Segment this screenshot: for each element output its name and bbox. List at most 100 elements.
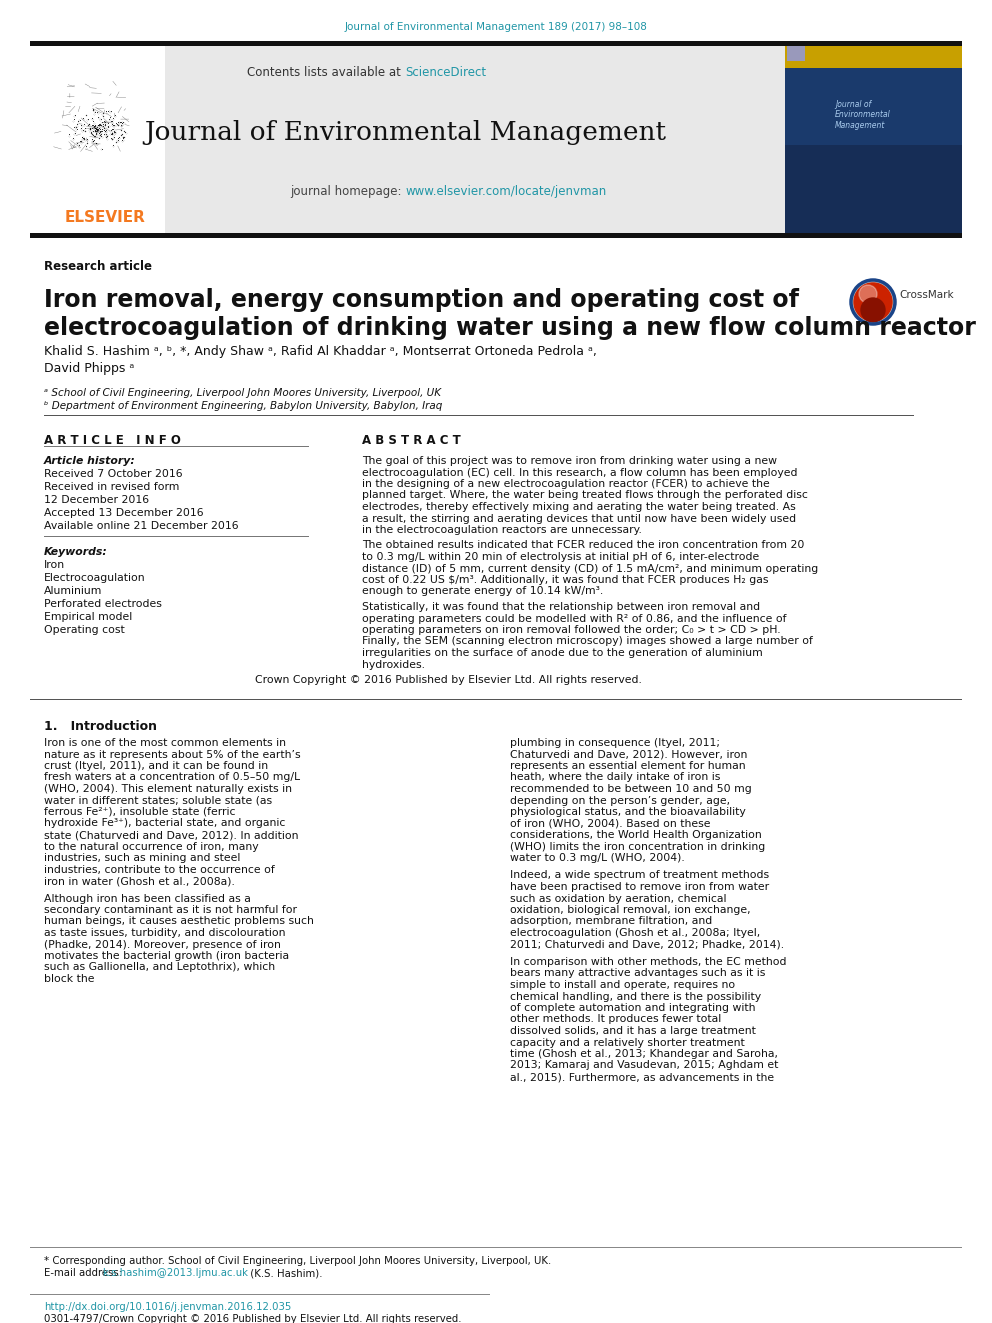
Text: cost of 0.22 US $/m³. Additionally, it was found that FCER produces H₂ gas: cost of 0.22 US $/m³. Additionally, it w… xyxy=(362,576,769,585)
Text: http://dx.doi.org/10.1016/j.jenvman.2016.12.035: http://dx.doi.org/10.1016/j.jenvman.2016… xyxy=(44,1302,292,1312)
Text: to 0.3 mg/L within 20 min of electrolysis at initial pH of 6, inter-electrode: to 0.3 mg/L within 20 min of electrolysi… xyxy=(362,552,759,562)
Text: other methods. It produces fewer total: other methods. It produces fewer total xyxy=(510,1015,721,1024)
Text: * Corresponding author. School of Civil Engineering, Liverpool John Moores Unive: * Corresponding author. School of Civil … xyxy=(44,1256,552,1266)
Text: Iron is one of the most common elements in: Iron is one of the most common elements … xyxy=(44,738,286,747)
Text: in the designing of a new electrocoagulation reactor (FCER) to achieve the: in the designing of a new electrocoagula… xyxy=(362,479,770,490)
Text: hydroxide Fe³⁺), bacterial state, and organic: hydroxide Fe³⁺), bacterial state, and or… xyxy=(44,819,286,828)
Text: David Phipps ᵃ: David Phipps ᵃ xyxy=(44,363,134,374)
Text: depending on the person’s gender, age,: depending on the person’s gender, age, xyxy=(510,795,730,806)
Bar xyxy=(785,146,962,235)
Text: (WHO) limits the iron concentration in drinking: (WHO) limits the iron concentration in d… xyxy=(510,841,765,852)
Bar xyxy=(165,46,785,235)
Text: of complete automation and integrating with: of complete automation and integrating w… xyxy=(510,1003,756,1013)
Text: journal homepage:: journal homepage: xyxy=(290,185,405,198)
Text: Statistically, it was found that the relationship between iron removal and: Statistically, it was found that the rel… xyxy=(362,602,760,613)
Text: (WHO, 2004). This element naturally exists in: (WHO, 2004). This element naturally exis… xyxy=(44,785,292,794)
Text: in the electrocoagulation reactors are unnecessary.: in the electrocoagulation reactors are u… xyxy=(362,525,642,534)
Text: Research article: Research article xyxy=(44,261,152,273)
Text: crust (Ityel, 2011), and it can be found in: crust (Ityel, 2011), and it can be found… xyxy=(44,761,268,771)
Text: enough to generate energy of 10.14 kW/m³.: enough to generate energy of 10.14 kW/m³… xyxy=(362,586,603,597)
Text: human beings, it causes aesthetic problems such: human beings, it causes aesthetic proble… xyxy=(44,917,313,926)
Text: a result, the stirring and aerating devices that until now have been widely used: a result, the stirring and aerating devi… xyxy=(362,513,797,524)
Text: irregularities on the surface of anode due to the generation of aluminium: irregularities on the surface of anode d… xyxy=(362,648,763,658)
Text: have been practised to remove iron from water: have been practised to remove iron from … xyxy=(510,882,769,892)
Text: ELSEVIER: ELSEVIER xyxy=(65,210,146,225)
Text: Accepted 13 December 2016: Accepted 13 December 2016 xyxy=(44,508,203,519)
Text: k.s.hashim@2013.ljmu.ac.uk: k.s.hashim@2013.ljmu.ac.uk xyxy=(102,1267,248,1278)
Text: block the: block the xyxy=(44,974,94,984)
Text: industries, contribute to the occurrence of: industries, contribute to the occurrence… xyxy=(44,864,275,875)
Text: electrodes, thereby effectively mixing and aerating the water being treated. As: electrodes, thereby effectively mixing a… xyxy=(362,501,796,512)
Text: operating parameters could be modelled with R² of 0.86, and the influence of: operating parameters could be modelled w… xyxy=(362,614,787,623)
Text: physiological status, and the bioavailability: physiological status, and the bioavailab… xyxy=(510,807,746,818)
Text: dissolved solids, and it has a large treatment: dissolved solids, and it has a large tre… xyxy=(510,1027,756,1036)
Text: motivates the bacterial growth (iron bacteria: motivates the bacterial growth (iron bac… xyxy=(44,951,289,960)
Text: oxidation, biological removal, ion exchange,: oxidation, biological removal, ion excha… xyxy=(510,905,751,916)
Bar xyxy=(785,46,962,67)
Text: In comparison with other methods, the EC method: In comparison with other methods, the EC… xyxy=(510,957,787,967)
Text: such as Gallionella, and Leptothrix), which: such as Gallionella, and Leptothrix), wh… xyxy=(44,963,275,972)
Text: ferrous Fe²⁺), insoluble state (ferric: ferrous Fe²⁺), insoluble state (ferric xyxy=(44,807,235,818)
Text: ScienceDirect: ScienceDirect xyxy=(405,66,486,79)
Text: represents an essential element for human: represents an essential element for huma… xyxy=(510,761,746,771)
Text: such as oxidation by aeration, chemical: such as oxidation by aeration, chemical xyxy=(510,893,726,904)
Circle shape xyxy=(861,298,885,321)
Text: bears many attractive advantages such as it is: bears many attractive advantages such as… xyxy=(510,968,766,979)
Text: operating parameters on iron removal followed the order; C₀ > t > CD > pH.: operating parameters on iron removal fol… xyxy=(362,624,781,635)
Text: time (Ghosh et al., 2013; Khandegar and Saroha,: time (Ghosh et al., 2013; Khandegar and … xyxy=(510,1049,778,1058)
Text: simple to install and operate, requires no: simple to install and operate, requires … xyxy=(510,980,735,990)
Circle shape xyxy=(854,283,892,321)
Text: The obtained results indicated that FCER reduced the iron concentration from 20: The obtained results indicated that FCER… xyxy=(362,541,805,550)
Text: as taste issues, turbidity, and discolouration: as taste issues, turbidity, and discolou… xyxy=(44,927,286,938)
Text: 2013; Kamaraj and Vasudevan, 2015; Aghdam et: 2013; Kamaraj and Vasudevan, 2015; Aghda… xyxy=(510,1061,779,1070)
Circle shape xyxy=(859,284,877,303)
Text: Received 7 October 2016: Received 7 October 2016 xyxy=(44,468,183,479)
Text: A R T I C L E   I N F O: A R T I C L E I N F O xyxy=(44,434,181,447)
Text: Although iron has been classified as a: Although iron has been classified as a xyxy=(44,893,251,904)
Text: ᵃ School of Civil Engineering, Liverpool John Moores University, Liverpool, UK: ᵃ School of Civil Engineering, Liverpool… xyxy=(44,388,441,398)
Bar xyxy=(787,46,805,61)
Text: considerations, the World Health Organization: considerations, the World Health Organiz… xyxy=(510,830,762,840)
Text: E-mail address:: E-mail address: xyxy=(44,1267,125,1278)
Text: of iron (WHO, 2004). Based on these: of iron (WHO, 2004). Based on these xyxy=(510,819,710,828)
Text: (K.S. Hashim).: (K.S. Hashim). xyxy=(247,1267,322,1278)
Text: Electrocoagulation: Electrocoagulation xyxy=(44,573,146,583)
Text: capacity and a relatively shorter treatment: capacity and a relatively shorter treatm… xyxy=(510,1037,745,1048)
Text: Perforated electrodes: Perforated electrodes xyxy=(44,599,162,609)
Text: chemical handling, and there is the possibility: chemical handling, and there is the poss… xyxy=(510,991,761,1002)
Text: Available online 21 December 2016: Available online 21 December 2016 xyxy=(44,521,239,531)
Text: recommended to be between 10 and 50 mg: recommended to be between 10 and 50 mg xyxy=(510,785,752,794)
Text: water to 0.3 mg/L (WHO, 2004).: water to 0.3 mg/L (WHO, 2004). xyxy=(510,853,684,863)
Text: heath, where the daily intake of iron is: heath, where the daily intake of iron is xyxy=(510,773,720,782)
Text: Iron removal, energy consumption and operating cost of: Iron removal, energy consumption and ope… xyxy=(44,288,799,312)
Text: adsorption, membrane filtration, and: adsorption, membrane filtration, and xyxy=(510,917,712,926)
Text: Iron: Iron xyxy=(44,560,65,570)
Text: Crown Copyright © 2016 Published by Elsevier Ltd. All rights reserved.: Crown Copyright © 2016 Published by Else… xyxy=(255,675,642,685)
Text: Indeed, a wide spectrum of treatment methods: Indeed, a wide spectrum of treatment met… xyxy=(510,871,769,881)
Text: distance (ID) of 5 mm, current density (CD) of 1.5 mA/cm², and minimum operating: distance (ID) of 5 mm, current density (… xyxy=(362,564,818,573)
Text: A B S T R A C T: A B S T R A C T xyxy=(362,434,460,447)
Text: Journal of
Environmental
Management: Journal of Environmental Management xyxy=(835,101,891,130)
Text: Journal of Environmental Management: Journal of Environmental Management xyxy=(144,120,666,146)
Text: CrossMark: CrossMark xyxy=(899,290,953,300)
Bar xyxy=(30,46,165,235)
Text: Keywords:: Keywords: xyxy=(44,546,108,557)
Text: nature as it represents about 5% of the earth’s: nature as it represents about 5% of the … xyxy=(44,750,301,759)
Text: to the natural occurrence of iron, many: to the natural occurrence of iron, many xyxy=(44,841,259,852)
Text: water in different states; soluble state (as: water in different states; soluble state… xyxy=(44,795,272,806)
Text: Empirical model: Empirical model xyxy=(44,613,132,622)
Text: www.elsevier.com/locate/jenvman: www.elsevier.com/locate/jenvman xyxy=(405,185,606,198)
Text: Operating cost: Operating cost xyxy=(44,624,125,635)
Circle shape xyxy=(851,280,895,324)
Text: electrocoagulation (Ghosh et al., 2008a; Ityel,: electrocoagulation (Ghosh et al., 2008a;… xyxy=(510,927,760,938)
Text: Contents lists available at: Contents lists available at xyxy=(247,66,405,79)
Text: planned target. Where, the water being treated flows through the perforated disc: planned target. Where, the water being t… xyxy=(362,491,807,500)
Text: Article history:: Article history: xyxy=(44,456,136,466)
Bar xyxy=(785,46,962,235)
Text: Journal of Environmental Management 189 (2017) 98–108: Journal of Environmental Management 189 … xyxy=(344,22,648,32)
Text: iron in water (Ghosh et al., 2008a).: iron in water (Ghosh et al., 2008a). xyxy=(44,876,235,886)
Text: The goal of this project was to remove iron from drinking water using a new: The goal of this project was to remove i… xyxy=(362,456,777,466)
Text: Chaturvedi and Dave, 2012). However, iron: Chaturvedi and Dave, 2012). However, iro… xyxy=(510,750,747,759)
Text: Aluminium: Aluminium xyxy=(44,586,102,595)
Text: hydroxides.: hydroxides. xyxy=(362,659,425,669)
